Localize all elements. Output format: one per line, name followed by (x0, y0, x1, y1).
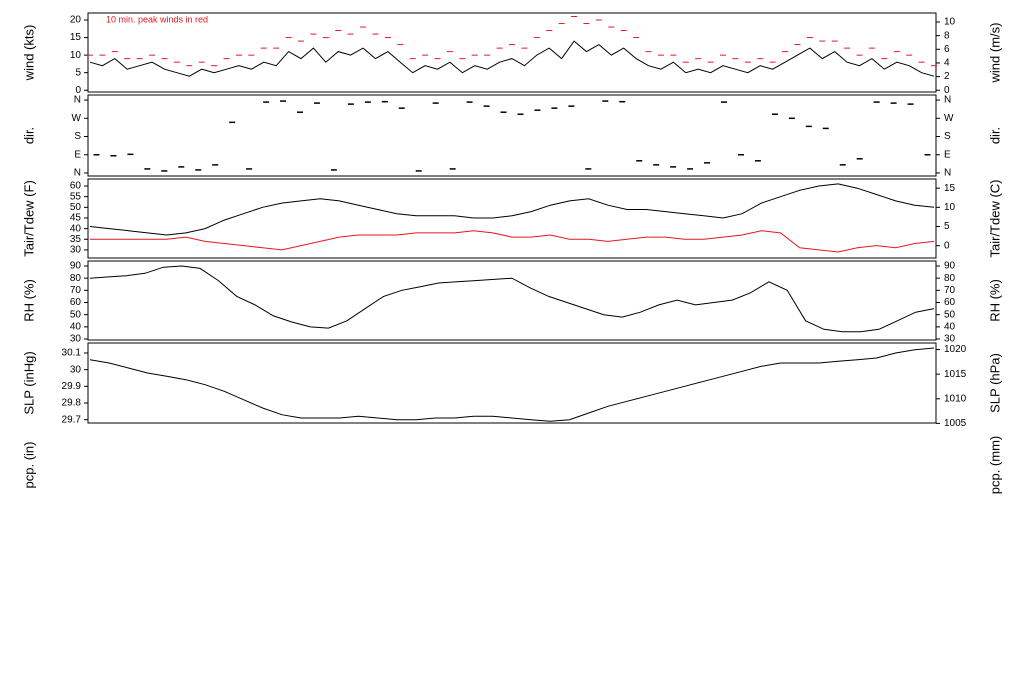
y2-tick-label: 80 (944, 273, 956, 284)
y2-tick-label: 1015 (944, 369, 967, 380)
y-tick-label: 29.9 (62, 381, 82, 392)
y2-tick-label: 0 (944, 85, 950, 96)
y2-tick-label: 15 (944, 183, 956, 194)
y2-tick-label: 10 (944, 17, 956, 28)
y-tick-label: 30 (70, 334, 82, 345)
y-tick-label: N (74, 95, 81, 106)
y-axis-title: pcp. (in) (21, 442, 36, 489)
y2-axis-title: Tair/Tdew (C) (987, 179, 1002, 257)
y-tick-label: 55 (70, 191, 82, 202)
y-tick-label: 40 (70, 223, 82, 234)
y-tick-label: 40 (70, 321, 82, 332)
y-axis-title: wind (kts) (21, 25, 36, 82)
y2-tick-label: 0 (944, 240, 950, 251)
panel-frame (87, 94, 937, 177)
y2-tick-label: 90 (944, 261, 956, 272)
y2-tick-label: W (944, 113, 954, 124)
y2-tick-label: 40 (944, 321, 956, 332)
y-tick-label: 60 (70, 181, 82, 192)
y2-tick-label: 6 (944, 44, 950, 55)
y2-tick-label: 2 (944, 71, 950, 82)
y-tick-label: 50 (70, 202, 82, 213)
y2-tick-label: 1010 (944, 393, 967, 404)
y-tick-label: 0 (75, 85, 81, 96)
y-tick-label: 29.7 (62, 414, 82, 425)
y-axis-title: dir. (21, 127, 36, 144)
y2-axis-title: SLP (hPa) (987, 353, 1002, 413)
y2-axis-title: wind (m/s) (987, 23, 1002, 84)
y2-tick-label: 4 (944, 58, 950, 69)
y-tick-label: 35 (70, 234, 82, 245)
panel-frame (87, 178, 937, 259)
series-line (90, 230, 935, 253)
y-axis-title: RH (%) (21, 279, 36, 322)
y-tick-label: 20 (70, 15, 82, 26)
y2-tick-label: 60 (944, 297, 956, 308)
y-axis-title: SLP (inHg) (21, 351, 36, 414)
y-tick-label: 60 (70, 297, 82, 308)
y2-tick-label: 8 (944, 30, 950, 41)
y2-tick-label: 1020 (944, 344, 967, 355)
y2-tick-label: 30 (944, 334, 956, 345)
y2-tick-label: E (944, 149, 951, 160)
y2-tick-label: N (944, 168, 951, 179)
y2-tick-label: 10 (944, 202, 956, 213)
y-tick-label: 10 (70, 50, 82, 61)
y-tick-label: 45 (70, 213, 82, 224)
series-line (89, 347, 935, 422)
y-tick-label: S (74, 131, 81, 142)
panel-frame (87, 12, 937, 93)
y2-axis-title: dir. (987, 127, 1002, 144)
series-line (89, 40, 935, 77)
y-tick-label: E (74, 149, 81, 160)
annotation: 10 min. peak winds in red (106, 14, 208, 24)
y-tick-label: 90 (70, 261, 82, 272)
y-tick-label: 15 (70, 32, 82, 43)
y2-tick-label: 5 (944, 221, 950, 232)
y-tick-label: 29.8 (62, 398, 82, 409)
y-tick-label: 5 (75, 67, 81, 78)
y-tick-label: 70 (70, 285, 82, 296)
y-tick-label: 80 (70, 273, 82, 284)
y2-tick-label: 50 (944, 309, 956, 320)
y2-tick-label: 1005 (944, 418, 967, 429)
y-tick-label: 30 (70, 245, 82, 256)
y2-tick-label: 70 (944, 285, 956, 296)
panel-frame (87, 260, 937, 341)
y-axis-title: Tair/Tdew (F) (21, 180, 36, 257)
y-tick-label: W (72, 113, 82, 124)
panel-frame (87, 342, 937, 424)
y-tick-label: 30.1 (62, 348, 82, 359)
series-line (89, 183, 935, 236)
y-tick-label: 30 (70, 364, 82, 375)
y2-axis-title: pcp. (mm) (987, 436, 1002, 495)
y2-tick-label: S (944, 131, 951, 142)
y-tick-label: 50 (70, 309, 82, 320)
y-tick-label: N (74, 168, 81, 179)
y2-tick-label: N (944, 95, 951, 106)
series-line (89, 265, 935, 333)
y2-axis-title: RH (%) (987, 279, 1002, 322)
